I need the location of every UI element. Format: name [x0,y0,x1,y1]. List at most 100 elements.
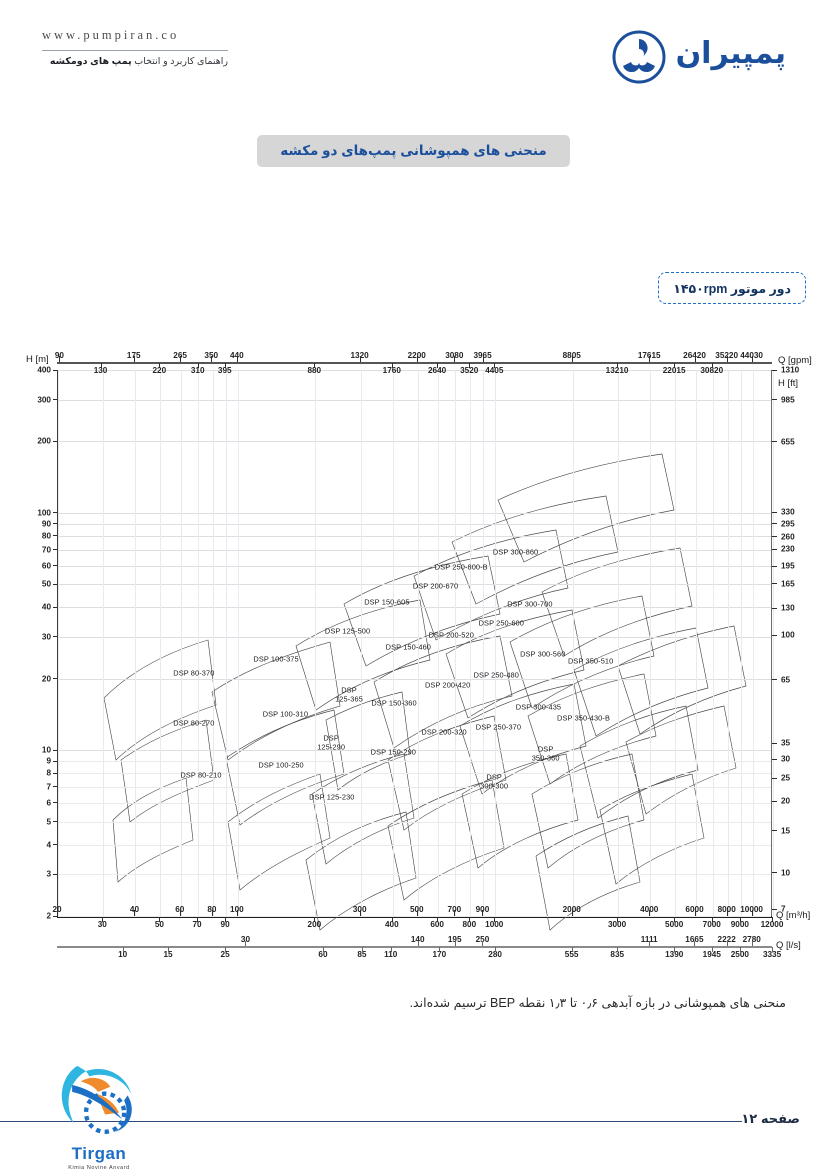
axis-tick-q-m3h-upper: 80 [207,905,216,914]
tickmark-ls-lower [322,947,324,952]
axis-tick-h-m: 2 [46,911,51,921]
axis-tick-q-ls-lower: 280 [488,950,502,959]
axis-tick-q-m3h-upper: 700 [448,905,462,914]
plot-area: DSP 80-210 DSP 80-270 DSP 80-370 DSP 100-25… [57,370,774,931]
gridline-h [58,802,771,804]
tickmark-top [416,356,418,362]
axis-tick-q-gpm-upper: 3965 [473,351,491,360]
curve-label: DSP 150-460 [385,642,432,652]
axis-tick-h-ft: 35 [781,738,791,748]
footer-divider [0,1121,742,1123]
tickmark-left [53,565,57,566]
axis-tick-q-ls-lower: 835 [610,950,625,959]
axis-tick-q-gpm-lower: 4405 [485,366,504,375]
tickmark-bottom-lower [159,917,161,922]
axis-tick-q-ls-lower: 1390 [665,950,684,959]
axis-tick-h-m: 30 [41,632,51,642]
axis-tick-q-m3h-upper: 40 [130,905,139,914]
axis-tick-q-gpm-lower: 220 [152,366,167,375]
tirgan-mark-icon [51,1065,147,1141]
page-number: صفحه ۱۲ [741,1111,800,1126]
gridline-v [315,370,317,916]
tickmark-right [772,607,777,609]
tickmark-left [53,583,57,585]
tickmark-bottom [454,910,456,916]
tickmark-left [53,844,57,846]
tickmark-ls [482,941,484,946]
tickmark-bottom-lower [102,917,104,922]
tickmark-left [53,915,57,917]
axis-tick-h-ft: 20 [781,796,791,806]
axis-tick-h-ft: 195 [781,561,795,571]
curve-label: DSP 250-600 [478,619,524,629]
motor-speed-label: دور موتور ۱۴۵۰rpm [673,281,791,296]
curve-label: DSP 350-430-B [557,714,610,724]
gridline-v [675,370,677,916]
gridline-h [58,874,771,876]
curve-label: DSP 200-520 [428,631,474,641]
axis-tick-q-m3h-upper: 900 [476,905,490,914]
tickmark-top-lower [674,363,676,368]
axis-tick-q-m3h-lower: 12000 [760,920,784,929]
section-title: منحنی های همپوشانی پمپ‌های دو مکشه [280,143,547,158]
axis-unit-h-m: H [m] [26,354,49,365]
tickmark-top [454,356,456,362]
axis-tick-h-ft: 165 [781,579,795,589]
curve-label: DSP 100-310 [262,709,309,719]
axis-tick-q-m3h-upper: 10000 [740,905,763,914]
axis-unit-h-ft: H [ft] [778,378,799,389]
gridline-h [58,549,771,551]
gridline-v [212,370,214,916]
curve-label: DSP 250-800-B [434,562,488,572]
gridline-v [103,370,105,916]
tickmark-right [772,830,777,832]
tickmark-ls [245,941,247,946]
axis-tick-q-gpm-upper: 440 [230,351,244,360]
axis-tick-q-gpm-upper: 1320 [351,351,369,360]
top-axis-line [57,362,772,364]
tickmark-top [751,356,753,362]
gridline-h [58,535,771,537]
gridline-h [58,786,771,788]
gridline-h [58,565,771,567]
curve-label: DSP 125-290 [317,733,346,752]
axis-tick-q-m3h-upper: 4000 [640,905,658,914]
tickmark-left [53,369,57,371]
gridline-v [360,370,362,916]
axis-tick-h-m: 400 [37,365,51,375]
tickmark-top-lower [617,363,619,368]
axis-tick-h-ft: 295 [781,519,795,529]
tickmark-top [359,356,361,362]
tickmark-left [53,786,57,788]
axis-tick-q-m3h-upper: 2000 [563,905,581,914]
tickmark-top [211,356,213,362]
curve-label: DSP 200-320 [421,727,467,737]
curve-label: DSP 200-420 [425,680,471,690]
axis-tick-q-ls-upper: 30 [240,935,251,944]
tickmark-right [772,634,777,636]
gridline-h [58,636,771,638]
tickmark-ls-lower [772,947,774,952]
gridline-v [198,370,200,916]
axis-tick-q-gpm-upper: 44030 [740,351,763,360]
curve-label: DSP 125-230 [309,792,355,802]
axis-tick-q-ls-upper: 2780 [742,935,761,944]
gridline-v [727,370,729,916]
tickmark-bottom [482,910,484,916]
tickmark-bottom-lower [197,917,199,922]
axis-tick-h-ft: 65 [781,675,791,685]
curve-label: DSP 300-435 [515,702,562,712]
tickmark-bottom-lower [739,917,741,922]
tickmark-left [53,636,57,638]
gridline-h [58,512,771,514]
axis-tick-q-m3h-lower: 5000 [665,920,684,929]
axis-unit-q-gpm: Q [gpm] [778,355,812,366]
tickmark-bottom-lower [225,917,227,922]
tickmark-left [53,749,57,751]
tirgan-tagline: Kimia Novine Anvard [68,1165,130,1171]
axis-tick-q-m3h-lower: 3000 [607,920,627,929]
curve-label: DSP 80-270 [173,718,215,728]
page-header: www.pumpiran.co راهنمای کاربرد و انتخاب … [0,0,828,120]
axis-tick-q-gpm-upper: 265 [173,351,187,360]
tickmark-bottom [416,910,418,916]
